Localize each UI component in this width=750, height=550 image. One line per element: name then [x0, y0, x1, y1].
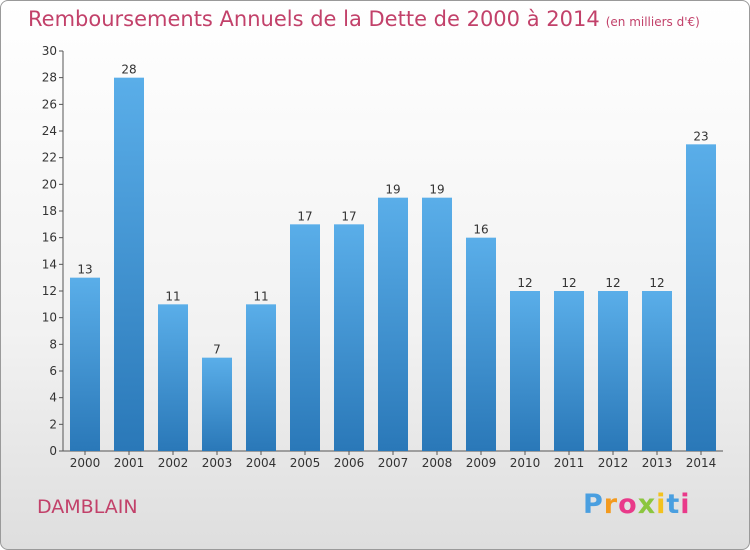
location-label: DAMBLAIN — [37, 496, 138, 518]
bar — [422, 197, 452, 451]
x-tick-label: 2009 — [466, 456, 497, 470]
x-tick-label: 2003 — [202, 456, 233, 470]
y-tick-label: 0 — [49, 444, 57, 458]
y-tick-label: 14 — [42, 257, 57, 271]
logo-letter: i — [656, 489, 667, 520]
y-tick-label: 30 — [42, 44, 57, 58]
chart-title: Remboursements Annuels de la Dette de 20… — [28, 7, 700, 31]
y-tick-label: 20 — [42, 177, 57, 191]
bar-value-label: 7 — [213, 343, 221, 357]
bar — [510, 291, 540, 451]
bars — [70, 77, 716, 452]
chart-subtitle: (en milliers d'€) — [605, 15, 700, 29]
bar-value-label: 11 — [165, 289, 180, 303]
x-tick-label: 2010 — [510, 456, 541, 470]
bar-value-label: 13 — [77, 263, 92, 277]
bar — [686, 144, 716, 452]
logo-letter: r — [603, 489, 619, 520]
y-tick-label: 22 — [42, 151, 57, 165]
bar — [290, 224, 320, 451]
bar-value-label: 19 — [429, 183, 444, 197]
y-tick-label: 26 — [42, 97, 57, 111]
bar — [334, 224, 364, 451]
bar — [378, 197, 408, 451]
data-labels: 13 28 11 7 11 17 17 19 19 16 12 12 12 12 23 — [77, 63, 708, 357]
y-tick-label: 28 — [42, 71, 57, 85]
x-tick-label: 2011 — [554, 456, 585, 470]
logo-letter: P — [583, 489, 604, 520]
bar-value-label: 19 — [385, 183, 400, 197]
bar-value-label: 11 — [253, 289, 268, 303]
bar — [114, 77, 144, 452]
bar — [466, 237, 496, 451]
bar-value-label: 12 — [605, 276, 620, 290]
x-tick-label: 2000 — [70, 456, 101, 470]
proxiti-logo: Proxiti — [583, 489, 691, 520]
bar — [598, 291, 628, 451]
bar — [246, 304, 276, 451]
logo-letter: x — [637, 489, 657, 520]
bar — [554, 291, 584, 451]
bar-value-label: 23 — [693, 129, 708, 143]
x-axis: 2000 2001 2002 2003 2004 2005 2006 2007 2008 2009… — [63, 450, 723, 470]
x-tick-label: 2002 — [158, 456, 189, 470]
logo-letter: t — [666, 489, 681, 520]
x-tick-label: 2014 — [686, 456, 717, 470]
x-tick-label: 2001 — [114, 456, 145, 470]
x-tick-label: 2012 — [598, 456, 629, 470]
x-tick-label: 2005 — [290, 456, 321, 470]
y-tick-label: 6 — [49, 364, 57, 378]
y-tick-label: 18 — [42, 204, 57, 218]
bar — [70, 277, 100, 451]
x-tick-label: 2013 — [642, 456, 673, 470]
x-tick-label: 2007 — [378, 456, 409, 470]
logo-letter: o — [618, 489, 638, 520]
y-tick-label: 16 — [42, 231, 57, 245]
y-tick-label: 24 — [42, 124, 57, 138]
bar-value-label: 12 — [649, 276, 664, 290]
y-tick-label: 4 — [49, 391, 57, 405]
bar — [202, 357, 232, 451]
x-tick-label: 2004 — [246, 456, 277, 470]
y-tick-label: 10 — [42, 311, 57, 325]
x-tick-label: 2006 — [334, 456, 365, 470]
logo-letter: i — [680, 489, 691, 520]
bar-value-label: 17 — [297, 209, 312, 223]
bar-value-label: 16 — [473, 223, 488, 237]
bar-value-label: 12 — [517, 276, 532, 290]
bar — [642, 291, 672, 451]
bar-value-label: 17 — [341, 209, 356, 223]
x-tick-label: 2008 — [422, 456, 453, 470]
chart-title-main: Remboursements Annuels de la Dette de 20… — [28, 7, 600, 31]
y-tick-label: 2 — [49, 417, 57, 431]
y-tick-label: 12 — [42, 284, 57, 298]
bar — [158, 304, 188, 451]
bar-value-label: 12 — [561, 276, 576, 290]
bar-value-label: 28 — [121, 63, 136, 77]
y-tick-label: 8 — [49, 337, 57, 351]
